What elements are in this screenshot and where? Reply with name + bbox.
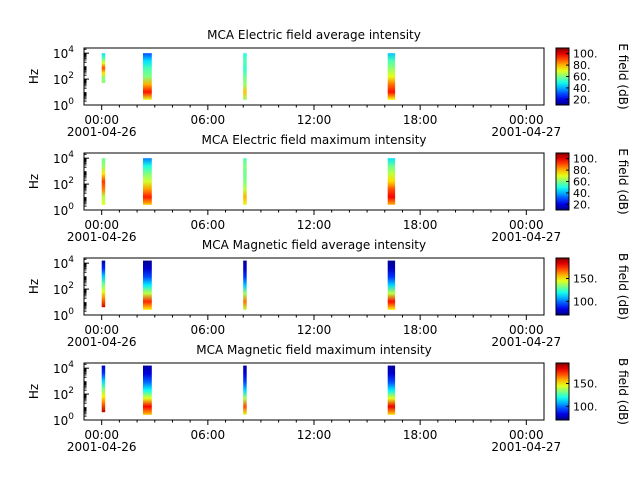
data-segment bbox=[143, 365, 152, 415]
x-tick-label: 00:00 bbox=[509, 323, 544, 337]
colorbar bbox=[555, 362, 570, 421]
colorbar-tick-label: 60. bbox=[573, 176, 591, 189]
y-tick-label: 100 bbox=[53, 307, 74, 323]
x-tick-label: 12:00 bbox=[297, 218, 332, 232]
x-date-label: 2001-04-26 bbox=[67, 230, 137, 244]
axes-frame bbox=[83, 47, 545, 106]
colorbar-tick-label: 150. bbox=[573, 273, 598, 286]
y-tick-label: 102 bbox=[53, 386, 74, 402]
panel-4: MCA Magnetic field maximum intensity 100 1… bbox=[27, 343, 630, 454]
colorbar-tick-label: 20. bbox=[573, 93, 591, 106]
x-tick-label: 00:00 bbox=[84, 218, 119, 232]
x-tick-label: 18:00 bbox=[403, 218, 438, 232]
x-tick-label: 00:00 bbox=[509, 428, 544, 442]
data-segment bbox=[387, 158, 396, 205]
colorbar-label: E field (dB) bbox=[616, 148, 630, 214]
y-tick-label: 104 bbox=[53, 150, 74, 166]
x-date-label: 2001-04-26 bbox=[67, 335, 137, 349]
colorbar-tick-label: 40. bbox=[573, 187, 591, 200]
y-tick-label: 100 bbox=[53, 412, 74, 428]
colorbar-tick-label: 100. bbox=[573, 400, 598, 413]
data-segment bbox=[243, 365, 247, 415]
axes-frame bbox=[83, 362, 545, 421]
x-tick-label: 06:00 bbox=[191, 323, 226, 337]
x-tick-label: 12:00 bbox=[297, 428, 332, 442]
x-tick-label: 00:00 bbox=[84, 428, 119, 442]
data-segment bbox=[101, 53, 106, 83]
x-tick-label: 12:00 bbox=[297, 113, 332, 127]
y-tick-label: 104 bbox=[53, 360, 74, 376]
axes-frame bbox=[83, 257, 545, 316]
data-segment bbox=[243, 53, 247, 100]
colorbar-tick-label: 60. bbox=[573, 71, 591, 84]
y-tick-label: 100 bbox=[53, 97, 74, 113]
y-axis-label: Hz bbox=[27, 279, 41, 294]
data-segment bbox=[101, 365, 106, 413]
colorbar-tick-label: 80. bbox=[573, 59, 591, 72]
chart-title: MCA Magnetic field maximum intensity bbox=[196, 343, 432, 357]
colorbar-tick-label: 100. bbox=[573, 48, 598, 61]
x-tick-label: 06:00 bbox=[191, 218, 226, 232]
x-tick-label: 00:00 bbox=[509, 113, 544, 127]
x-tick-label: 06:00 bbox=[191, 113, 226, 127]
y-tick-label: 102 bbox=[53, 71, 74, 87]
x-tick-label: 00:00 bbox=[84, 113, 119, 127]
panel-3: MCA Magnetic field average intensity 100 1… bbox=[27, 238, 630, 349]
x-date-label: 2001-04-26 bbox=[67, 125, 137, 139]
data-segment bbox=[101, 260, 106, 308]
colorbar bbox=[555, 257, 570, 316]
data-segment bbox=[143, 158, 152, 205]
x-tick-label: 18:00 bbox=[403, 428, 438, 442]
data-segment bbox=[243, 260, 247, 310]
x-date-label: 2001-04-27 bbox=[491, 440, 561, 454]
chart-title: MCA Electric field average intensity bbox=[207, 28, 421, 42]
data-segment bbox=[143, 260, 152, 310]
data-segment bbox=[143, 53, 152, 100]
colorbar-tick-label: 100. bbox=[573, 153, 598, 166]
y-tick-label: 102 bbox=[53, 176, 74, 192]
data-segment bbox=[101, 158, 106, 205]
panel-2: MCA Electric field maximum intensity 100 1… bbox=[27, 133, 630, 244]
y-tick-label: 104 bbox=[53, 45, 74, 61]
data-segment bbox=[387, 53, 396, 100]
axes-frame bbox=[83, 152, 545, 211]
x-date-label: 2001-04-27 bbox=[491, 125, 561, 139]
x-tick-label: 12:00 bbox=[297, 323, 332, 337]
colorbar-tick-label: 80. bbox=[573, 164, 591, 177]
x-tick-label: 00:00 bbox=[84, 323, 119, 337]
x-tick-label: 18:00 bbox=[403, 113, 438, 127]
chart-title: MCA Magnetic field average intensity bbox=[202, 238, 426, 252]
data-segment bbox=[387, 365, 396, 415]
colorbar-tick-label: 100. bbox=[573, 295, 598, 308]
panel-1: MCA Electric field average intensity 100 1… bbox=[27, 28, 630, 139]
data-segment bbox=[243, 158, 247, 205]
x-date-label: 2001-04-26 bbox=[67, 440, 137, 454]
colorbar-tick-label: 150. bbox=[573, 378, 598, 391]
x-tick-label: 00:00 bbox=[509, 218, 544, 232]
data-segment bbox=[387, 260, 396, 310]
x-date-label: 2001-04-27 bbox=[491, 230, 561, 244]
y-tick-label: 100 bbox=[53, 202, 74, 218]
x-tick-label: 06:00 bbox=[191, 428, 226, 442]
colorbar-tick-label: 20. bbox=[573, 198, 591, 211]
y-axis-label: Hz bbox=[27, 384, 41, 399]
colorbar-label: E field (dB) bbox=[616, 43, 630, 109]
colorbar-label: B field (dB) bbox=[616, 253, 630, 320]
y-tick-label: 104 bbox=[53, 255, 74, 271]
y-axis-label: Hz bbox=[27, 69, 41, 84]
colorbar-tick-label: 40. bbox=[573, 82, 591, 95]
colorbar-label: B field (dB) bbox=[616, 358, 630, 425]
x-date-label: 2001-04-27 bbox=[491, 335, 561, 349]
chart-title: MCA Electric field maximum intensity bbox=[201, 133, 426, 147]
y-axis-label: Hz bbox=[27, 174, 41, 189]
x-tick-label: 18:00 bbox=[403, 323, 438, 337]
y-tick-label: 102 bbox=[53, 281, 74, 297]
